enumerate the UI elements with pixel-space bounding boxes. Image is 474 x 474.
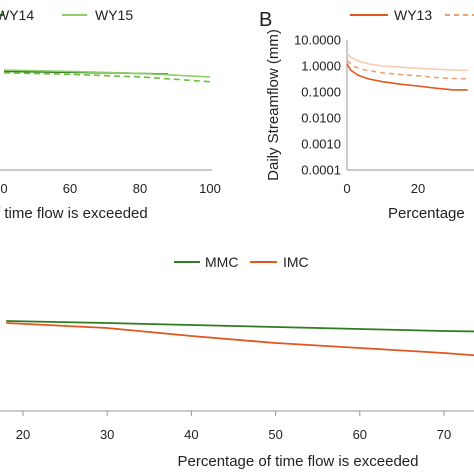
series-line-c-1 xyxy=(6,322,474,357)
legend-label-mmc: MMC xyxy=(205,254,238,270)
x-tick-a-100: 100 xyxy=(199,181,221,196)
x-axis-label-c: Percentage of time flow is exceeded xyxy=(178,453,419,470)
legend-label-wy14: WY14 xyxy=(0,7,34,23)
legend-label-wy13: WY13 xyxy=(394,7,432,23)
legend-label-imc: IMC xyxy=(283,254,309,270)
x-axis-label-a: f time flow is exceeded xyxy=(0,205,148,222)
x-tick-c-0: 20 xyxy=(16,427,30,442)
series-line-b-1 xyxy=(346,60,468,80)
series-line-a-2 xyxy=(3,72,211,83)
x-tick-c-4: 60 xyxy=(353,427,367,442)
x-axis-label-b: Percentage xyxy=(388,205,465,222)
x-tick-b-20: 20 xyxy=(411,181,425,196)
series-line-c-0 xyxy=(6,320,474,333)
y-tick-b-4: 0.0010 xyxy=(301,137,341,152)
x-tick-c-3: 50 xyxy=(268,427,282,442)
x-tick-c-2: 40 xyxy=(184,427,198,442)
x-tick-a-60: 60 xyxy=(63,181,77,196)
x-tick-a-0: 0 xyxy=(0,181,7,196)
y-tick-b-3: 0.0100 xyxy=(301,111,341,126)
x-tick-a-80: 80 xyxy=(133,181,147,196)
y-tick-b-1: 1.0000 xyxy=(301,59,341,74)
y-tick-b-5: 0.0001 xyxy=(301,163,341,178)
y-axis-label-b: Daily Streamflow (mm) xyxy=(265,29,282,181)
y-tick-b-2: 0.1000 xyxy=(301,85,341,100)
legend-label-wy15: WY15 xyxy=(95,7,133,23)
series-line-b-0 xyxy=(346,63,468,91)
series-line-b-2 xyxy=(346,53,468,72)
x-tick-c-5: 70 xyxy=(437,427,451,442)
series-line-a-1 xyxy=(3,69,211,78)
x-tick-c-1: 30 xyxy=(100,427,114,442)
panel-letter-b: B xyxy=(259,9,272,31)
panel-b: B WY13 10.0000 1.0000 0.1000 0.0100 0.0010 0.… xyxy=(259,7,474,222)
panel-a: WY14 WY15 0 60 80 100 f time flow is exc… xyxy=(0,7,221,222)
x-tick-b-0: 0 xyxy=(343,181,350,196)
y-tick-b-0: 10.0000 xyxy=(294,33,341,48)
panel-c: MMC IMC 20 30 40 50 60 70 Percentage of time … xyxy=(0,254,474,470)
